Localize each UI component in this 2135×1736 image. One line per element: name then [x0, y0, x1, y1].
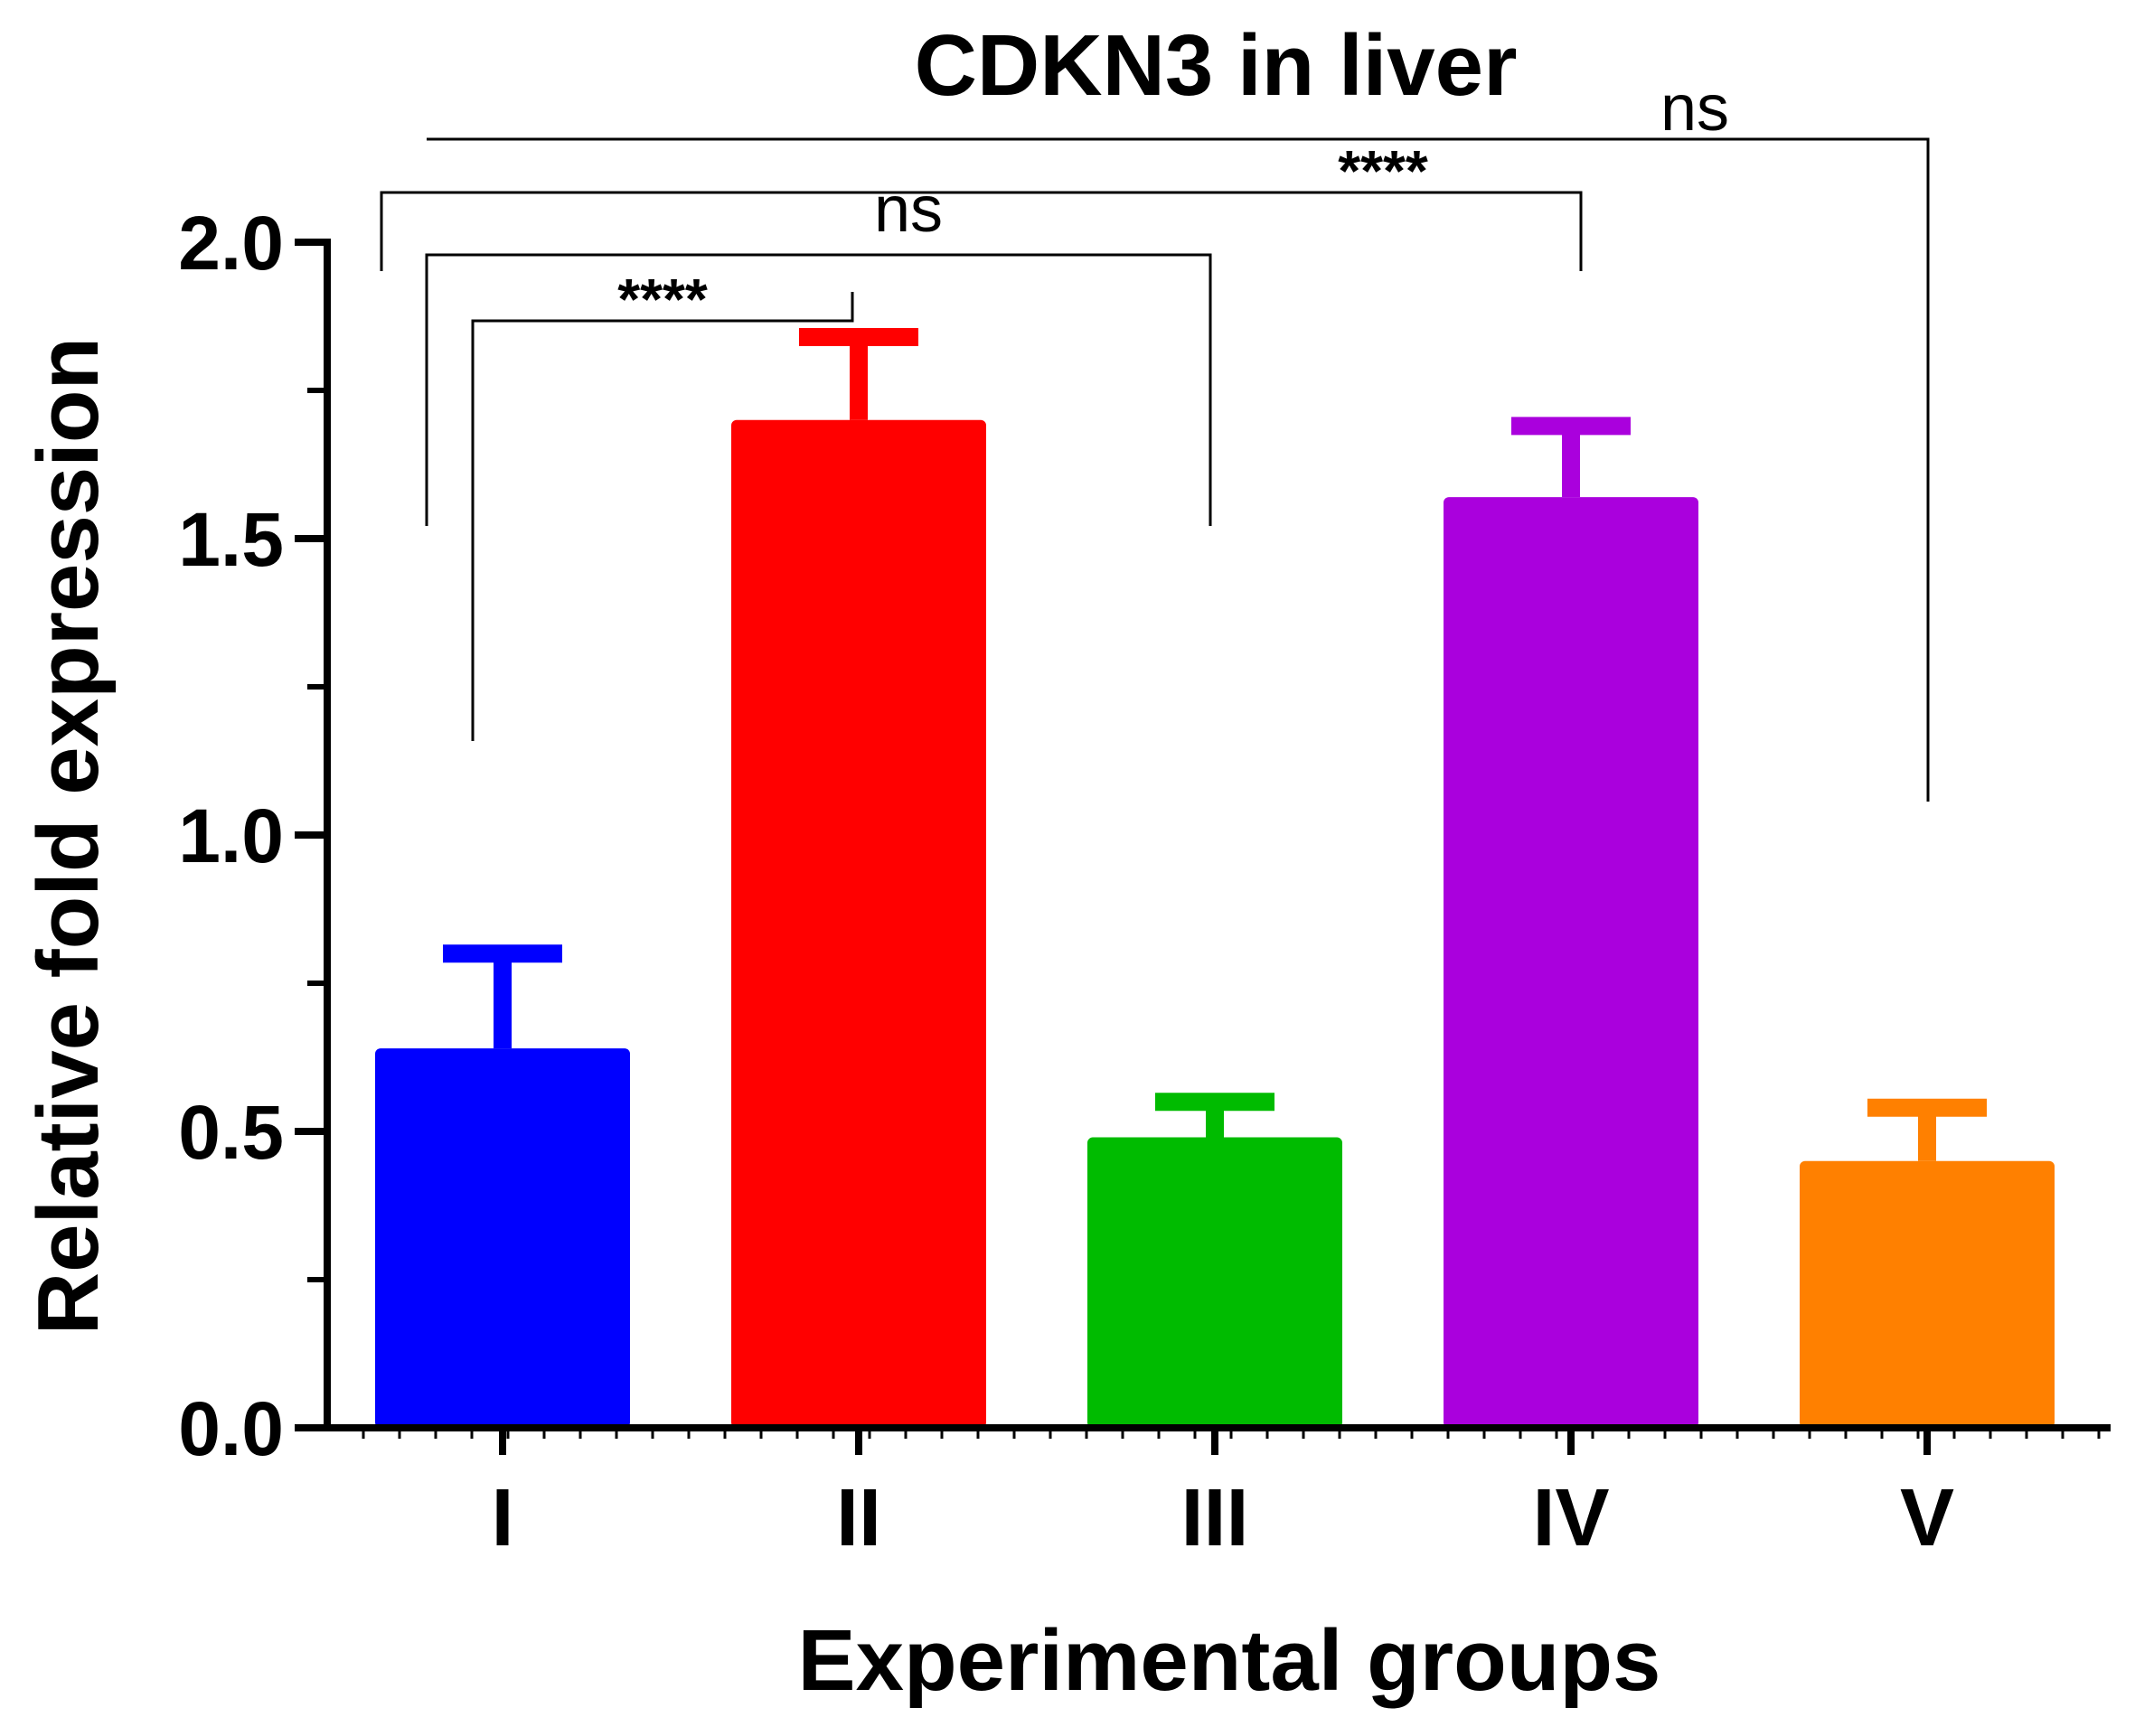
bracket-I-II-label: ****: [617, 267, 708, 332]
y-tick-label-1.5: 1.5: [178, 497, 284, 582]
brackets-layer: **** ns **** ns: [380, 72, 1930, 802]
y-axis-label: Relative fold expression: [20, 337, 117, 1335]
bracket-I-IV-label: ****: [1338, 138, 1428, 203]
x-tick-label-V: V: [1900, 1473, 1954, 1563]
bracket-I-V-label: ns: [1660, 72, 1729, 145]
bracket-I-II: [471, 292, 854, 741]
x-tick-label-III: III: [1180, 1473, 1248, 1563]
y-tick-label-2.0: 2.0: [178, 201, 284, 286]
bracket-I-III: [425, 253, 1212, 526]
bar-IV: [1444, 497, 1698, 1428]
bar-II: [731, 419, 986, 1428]
x-tick-label-II: II: [836, 1473, 881, 1563]
axes-layer: 0.00.51.01.52.0I II III IV V: [178, 201, 2111, 1563]
y-tick-label-1.0: 1.0: [178, 793, 284, 878]
y-tick-label-0.5: 0.5: [178, 1090, 284, 1175]
bracket-I-III-label: ns: [874, 174, 943, 246]
x-tick-label-I: I: [491, 1473, 513, 1563]
bracket-I-V: [427, 137, 1930, 802]
x-tick-label-IV: IV: [1532, 1473, 1609, 1563]
bar-III: [1087, 1137, 1342, 1428]
bracket-I-IV: [380, 191, 1583, 271]
chart-title: CDKN3 in liver: [915, 17, 1518, 114]
x-axis-label: Experimental groups: [798, 1612, 1661, 1709]
bar-I: [375, 1048, 630, 1428]
bar-V: [1800, 1160, 2055, 1428]
bars-layer: [375, 327, 2055, 1428]
y-tick-label-0.0: 0.0: [178, 1386, 284, 1471]
